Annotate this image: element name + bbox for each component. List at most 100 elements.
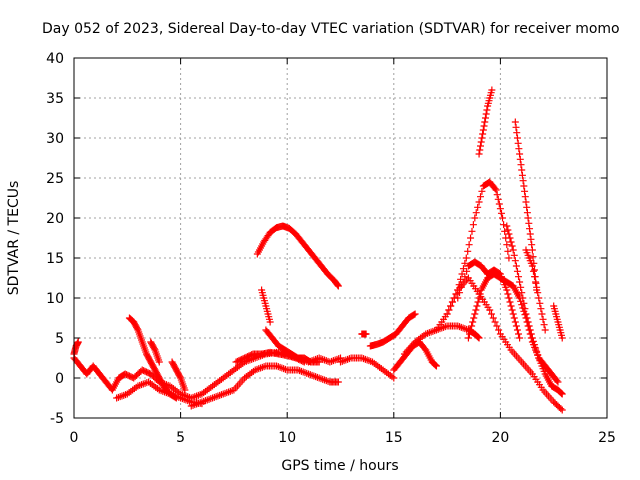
axis-ticks bbox=[73, 57, 608, 419]
data-point-marker bbox=[514, 139, 522, 147]
data-point-marker bbox=[477, 193, 485, 201]
data-point-marker bbox=[493, 191, 501, 199]
data-point-marker bbox=[503, 241, 511, 249]
data-point-marker bbox=[520, 182, 528, 190]
data-point-marker bbox=[464, 334, 472, 342]
data-point-marker bbox=[494, 195, 502, 203]
data-point-marker bbox=[541, 326, 549, 334]
x-axis-label: GPS time / hours bbox=[281, 458, 398, 474]
data-point-marker bbox=[540, 321, 548, 329]
series-track-8 bbox=[258, 286, 274, 326]
data-point-marker bbox=[456, 289, 464, 297]
data-point-marker bbox=[457, 283, 465, 291]
data-point-marker bbox=[506, 234, 514, 242]
data-point-marker bbox=[533, 283, 541, 291]
data-point-marker bbox=[480, 122, 488, 130]
data-point-marker bbox=[475, 198, 483, 206]
data-point-marker bbox=[504, 226, 512, 234]
data-point-marker bbox=[513, 326, 521, 334]
data-point-marker bbox=[529, 267, 537, 275]
data-point-marker bbox=[538, 310, 546, 318]
data-point-marker bbox=[507, 238, 515, 246]
data-point-marker bbox=[500, 221, 508, 229]
data-point-marker bbox=[518, 289, 526, 297]
data-point-marker bbox=[529, 337, 537, 345]
data-point-marker bbox=[533, 347, 541, 355]
data-point-marker bbox=[459, 278, 467, 286]
data-point-marker bbox=[528, 241, 536, 249]
data-point-marker bbox=[516, 278, 524, 286]
data-point-marker bbox=[493, 322, 501, 330]
data-point-marker bbox=[432, 362, 440, 370]
data-point-marker bbox=[505, 294, 513, 302]
series-track-2 bbox=[70, 338, 82, 358]
x-tick-label: 5 bbox=[176, 430, 185, 446]
y-tick-label: 10 bbox=[46, 291, 64, 307]
data-point-marker bbox=[362, 330, 370, 338]
data-point-marker bbox=[513, 129, 521, 137]
data-point-marker bbox=[531, 273, 539, 281]
series-track-14 bbox=[400, 322, 483, 358]
x-tick-label: 15 bbox=[385, 430, 403, 446]
data-point-marker bbox=[558, 334, 566, 342]
data-point-marker bbox=[472, 209, 480, 217]
grid-lines bbox=[74, 58, 607, 418]
data-point-marker bbox=[521, 187, 529, 195]
data-point-marker bbox=[468, 227, 476, 235]
data-point-marker bbox=[482, 110, 490, 118]
data-point-marker bbox=[462, 254, 470, 262]
data-point-marker bbox=[518, 166, 526, 174]
data-point-marker bbox=[528, 262, 536, 270]
data-point-marker bbox=[334, 282, 342, 290]
data-point-marker bbox=[445, 306, 453, 314]
y-axis-label: SDTVAR / TECUs bbox=[6, 181, 22, 296]
data-point-marker bbox=[491, 185, 499, 193]
series-track-4 bbox=[147, 338, 163, 366]
data-point-marker bbox=[495, 326, 503, 334]
data-point-marker bbox=[475, 334, 483, 342]
y-tick-label: 30 bbox=[46, 131, 64, 147]
data-point-marker bbox=[516, 150, 524, 158]
data-point-marker bbox=[521, 305, 529, 313]
data-point-marker bbox=[472, 306, 480, 314]
data-point-marker bbox=[467, 234, 475, 242]
data-point-marker bbox=[531, 266, 539, 274]
data-point-marker bbox=[447, 302, 455, 310]
data-point-marker bbox=[465, 241, 473, 249]
data-point-marker bbox=[526, 225, 534, 233]
data-point-marker bbox=[554, 378, 562, 386]
data-point-marker bbox=[526, 326, 534, 334]
data-point-marker bbox=[155, 358, 163, 366]
series-track-17 bbox=[454, 258, 524, 342]
y-tick-label: 5 bbox=[55, 331, 64, 347]
data-point-marker bbox=[470, 314, 478, 322]
data-point-marker bbox=[557, 389, 565, 397]
data-point-marker bbox=[176, 373, 184, 381]
data-point-marker bbox=[509, 310, 517, 318]
series-track-18 bbox=[464, 270, 562, 386]
data-point-marker bbox=[512, 262, 520, 270]
data-point-marker bbox=[518, 171, 526, 179]
data-point-marker bbox=[509, 246, 517, 254]
data-point-marker bbox=[489, 314, 497, 322]
data-point-marker bbox=[507, 302, 515, 310]
data-point-marker bbox=[474, 298, 482, 306]
data-point-marker bbox=[488, 310, 496, 318]
data-point-marker bbox=[463, 267, 471, 275]
data-point-marker bbox=[535, 294, 543, 302]
data-point-marker bbox=[431, 361, 439, 369]
data-point-marker bbox=[465, 330, 473, 338]
data-point-marker bbox=[524, 214, 532, 222]
data-point-marker bbox=[537, 305, 545, 313]
data-point-marker bbox=[557, 405, 565, 413]
data-point-marker bbox=[452, 290, 460, 298]
data-point-marker bbox=[474, 333, 482, 341]
data-point-marker bbox=[553, 377, 561, 385]
data-point-marker bbox=[519, 177, 527, 185]
data-point-marker bbox=[299, 357, 307, 365]
series-track-7 bbox=[187, 362, 342, 410]
data-point-marker bbox=[511, 318, 519, 326]
data-point-marker bbox=[511, 257, 519, 265]
x-tick-label: 10 bbox=[278, 430, 296, 446]
x-tick-label: 20 bbox=[491, 430, 509, 446]
